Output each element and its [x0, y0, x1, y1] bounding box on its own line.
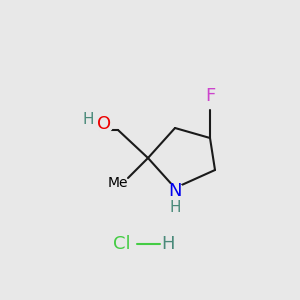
Text: Me: Me — [108, 176, 128, 190]
Text: H: H — [169, 200, 181, 215]
Text: H: H — [161, 235, 175, 253]
Text: H: H — [82, 112, 94, 127]
Text: N: N — [168, 182, 182, 200]
Text: O: O — [97, 115, 111, 133]
Text: F: F — [205, 87, 215, 105]
Text: Cl: Cl — [113, 235, 131, 253]
